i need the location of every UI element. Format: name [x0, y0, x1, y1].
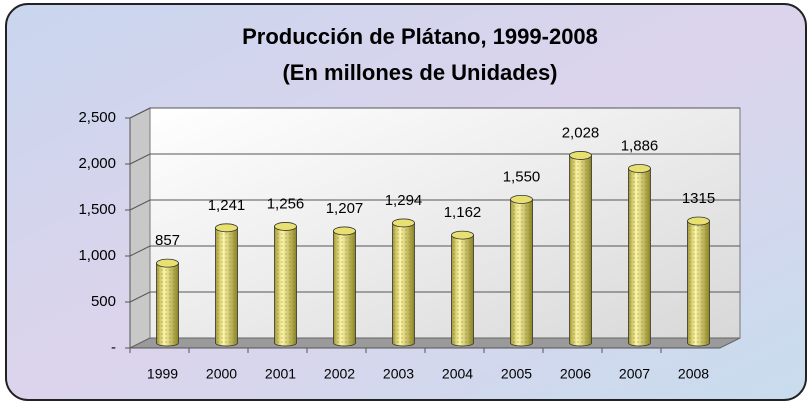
- bar: [333, 226, 356, 347]
- x-tick-label: 2004: [442, 366, 473, 382]
- bar-part: [687, 216, 710, 226]
- bar-part: [156, 263, 179, 346]
- bar-part: [392, 222, 415, 346]
- bar: [392, 218, 415, 347]
- bar: [569, 151, 592, 347]
- bar-part: [510, 194, 533, 204]
- bar: [628, 164, 651, 347]
- bar: [687, 216, 710, 347]
- bar-part: [333, 230, 356, 346]
- bar-part: [569, 151, 592, 160]
- x-tick-label: 2005: [501, 366, 532, 382]
- bar: [156, 258, 179, 347]
- y-tick-label: 2,500: [78, 109, 116, 126]
- bar-part: [274, 222, 297, 231]
- bar: [274, 222, 297, 347]
- x-tick-label: 2002: [324, 366, 355, 382]
- chart-title: Producción de Plátano, 1999-2008: [242, 24, 598, 49]
- bar-part: [510, 199, 533, 346]
- bar-part: [451, 230, 474, 240]
- x-tick-label: 2003: [383, 366, 414, 382]
- bar-part: [628, 168, 651, 346]
- bar: [451, 230, 474, 347]
- bar-part: [215, 223, 238, 233]
- grid-line: [129, 245, 740, 257]
- bar: [510, 194, 533, 347]
- grid-line: [129, 153, 740, 165]
- bar-part: [274, 226, 297, 346]
- value-label: 857: [155, 232, 180, 249]
- bar-part: [687, 221, 710, 346]
- y-tick-label: 2,000: [78, 155, 116, 172]
- value-label: 2,028: [562, 124, 600, 141]
- value-label: 1,162: [444, 204, 482, 221]
- bar-part: [569, 155, 592, 346]
- value-label: 1,241: [208, 197, 246, 214]
- x-tick-label: 1999: [147, 366, 178, 382]
- x-tick-label: 2008: [678, 366, 709, 382]
- grid-line: [129, 107, 740, 119]
- y-tick-label: 1,000: [78, 247, 116, 264]
- bar-part: [392, 218, 415, 228]
- x-tick-label: 2001: [265, 366, 296, 382]
- value-label: 1,256: [267, 195, 305, 212]
- chart-subtitle: (En millones de Unidades): [282, 60, 557, 85]
- bar: [215, 223, 238, 347]
- bar-part: [333, 226, 356, 236]
- x-tick-label: 2007: [619, 366, 650, 382]
- bar-part: [451, 235, 474, 346]
- value-label: 1,886: [621, 137, 659, 154]
- grid-line: [129, 291, 740, 303]
- y-tick-label: 1,500: [78, 201, 116, 218]
- bar-part: [628, 164, 651, 173]
- side-wall: [129, 107, 151, 349]
- x-tick-label: 2006: [560, 366, 591, 382]
- bar-part: [215, 227, 238, 346]
- value-label: 1,294: [385, 192, 423, 209]
- x-tick-label: 2000: [206, 366, 237, 382]
- value-label: 1,550: [503, 168, 541, 185]
- y-tick-label: 500: [91, 293, 116, 310]
- value-label: 1315: [682, 190, 715, 207]
- y-tick-label: -: [111, 339, 116, 356]
- grid-line: [129, 199, 740, 211]
- bar-part: [156, 258, 179, 268]
- value-label: 1,207: [326, 200, 364, 217]
